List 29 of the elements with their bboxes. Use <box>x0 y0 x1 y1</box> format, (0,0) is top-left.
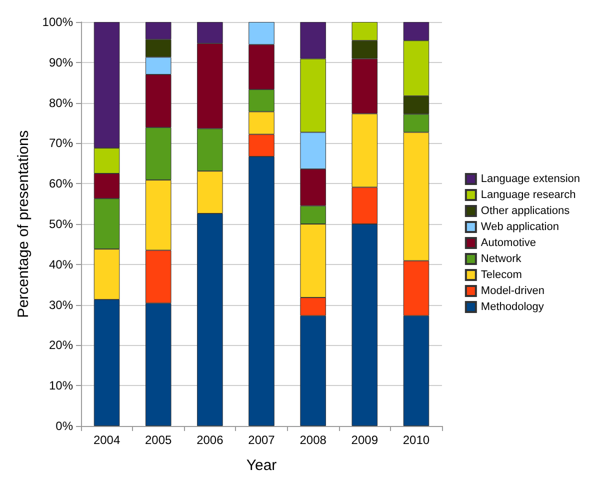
x-tick-label: 2004 <box>93 433 120 447</box>
x-axis-title: Year <box>246 457 277 474</box>
legend-label: Language extension <box>480 173 580 185</box>
x-tick-label: 2005 <box>145 433 172 447</box>
legend-label: Automotive <box>480 237 536 249</box>
legend-label: Network <box>480 253 522 265</box>
y-tick-label: 100% <box>42 15 74 29</box>
legend-label: Telecom <box>480 269 522 281</box>
legend-label: Model-driven <box>480 285 545 297</box>
y-tick-label: 10% <box>48 378 74 393</box>
x-tick-label: 2010 <box>402 433 430 447</box>
legend-label: Methodology <box>480 301 544 313</box>
y-axis-title: Percentage of presentations <box>15 130 32 318</box>
y-tick-label: 50% <box>48 217 74 231</box>
y-tick-label: 70% <box>48 136 74 150</box>
x-tick-label: 2008 <box>300 433 327 447</box>
y-tick-label: 80% <box>48 96 74 110</box>
y-tick-label: 20% <box>48 338 74 352</box>
x-tick-label: 2007 <box>248 433 276 447</box>
y-tick-label: 30% <box>48 298 74 312</box>
x-tick-label: 2006 <box>196 433 224 447</box>
y-tick-label: 40% <box>48 257 74 272</box>
legend-label: Language research <box>480 189 576 201</box>
x-tick-label: 2009 <box>351 433 378 447</box>
legend-label: Other applications <box>480 205 570 217</box>
y-tick-label: 90% <box>48 55 74 70</box>
y-tick-label: 0% <box>56 419 74 433</box>
legend-label: Web application <box>480 221 559 233</box>
y-tick-label: 60% <box>48 176 74 191</box>
